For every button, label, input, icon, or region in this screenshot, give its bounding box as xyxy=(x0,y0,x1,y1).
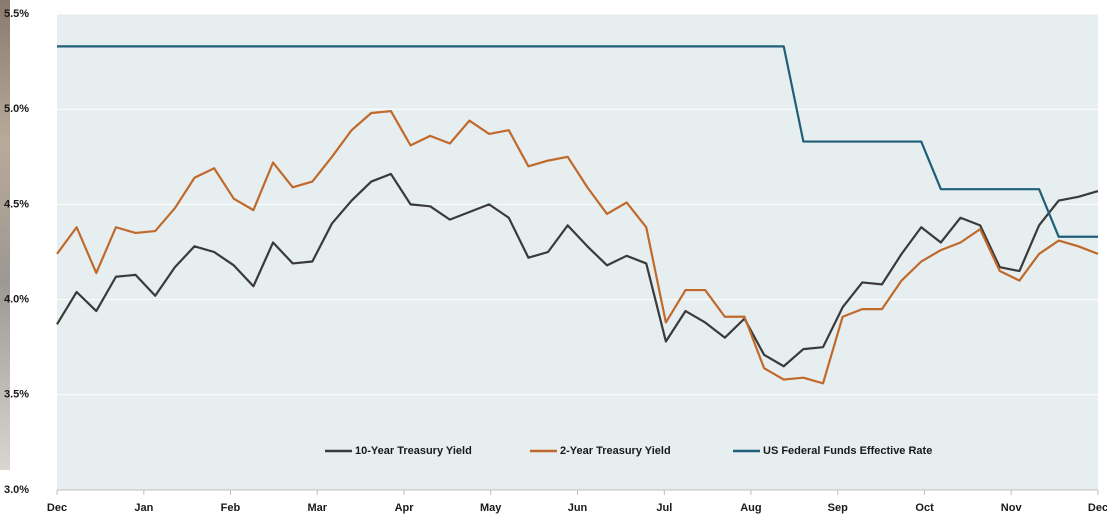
x-tick-label: Nov xyxy=(1001,502,1023,514)
x-tick-label: Mar xyxy=(307,502,327,514)
legend-label: US Federal Funds Effective Rate xyxy=(763,445,932,457)
x-tick-label: Aug xyxy=(740,502,761,514)
x-tick-label: Sep xyxy=(828,502,848,514)
y-tick-label: 5.0% xyxy=(4,103,29,115)
legend-label: 2-Year Treasury Yield xyxy=(560,445,671,457)
chart: 3.0% 3.5% 4.0% 4.5% 5.0% 5.5% Dec Jan Feb Mar Apr M… xyxy=(0,0,1107,523)
x-tick-label: Apr xyxy=(395,502,415,514)
y-tick-label: 3.5% xyxy=(4,389,29,401)
x-tick-label: Jan xyxy=(134,502,153,514)
x-tick-label: Feb xyxy=(221,502,241,514)
y-tick-label: 3.0% xyxy=(4,484,29,496)
x-tick-label: Oct xyxy=(915,502,934,514)
legend-label: 10-Year Treasury Yield xyxy=(355,445,472,457)
y-tick-label: 4.0% xyxy=(4,294,29,306)
y-tick-label: 5.5% xyxy=(4,8,29,20)
y-tick-label: 4.5% xyxy=(4,198,29,210)
x-tick-label: Jun xyxy=(568,502,588,514)
x-tick-label: May xyxy=(480,502,502,514)
x-tick-label: Dec xyxy=(47,502,67,514)
x-tick-label: Jul xyxy=(656,502,672,514)
x-tick-label: Dec xyxy=(1088,502,1107,514)
